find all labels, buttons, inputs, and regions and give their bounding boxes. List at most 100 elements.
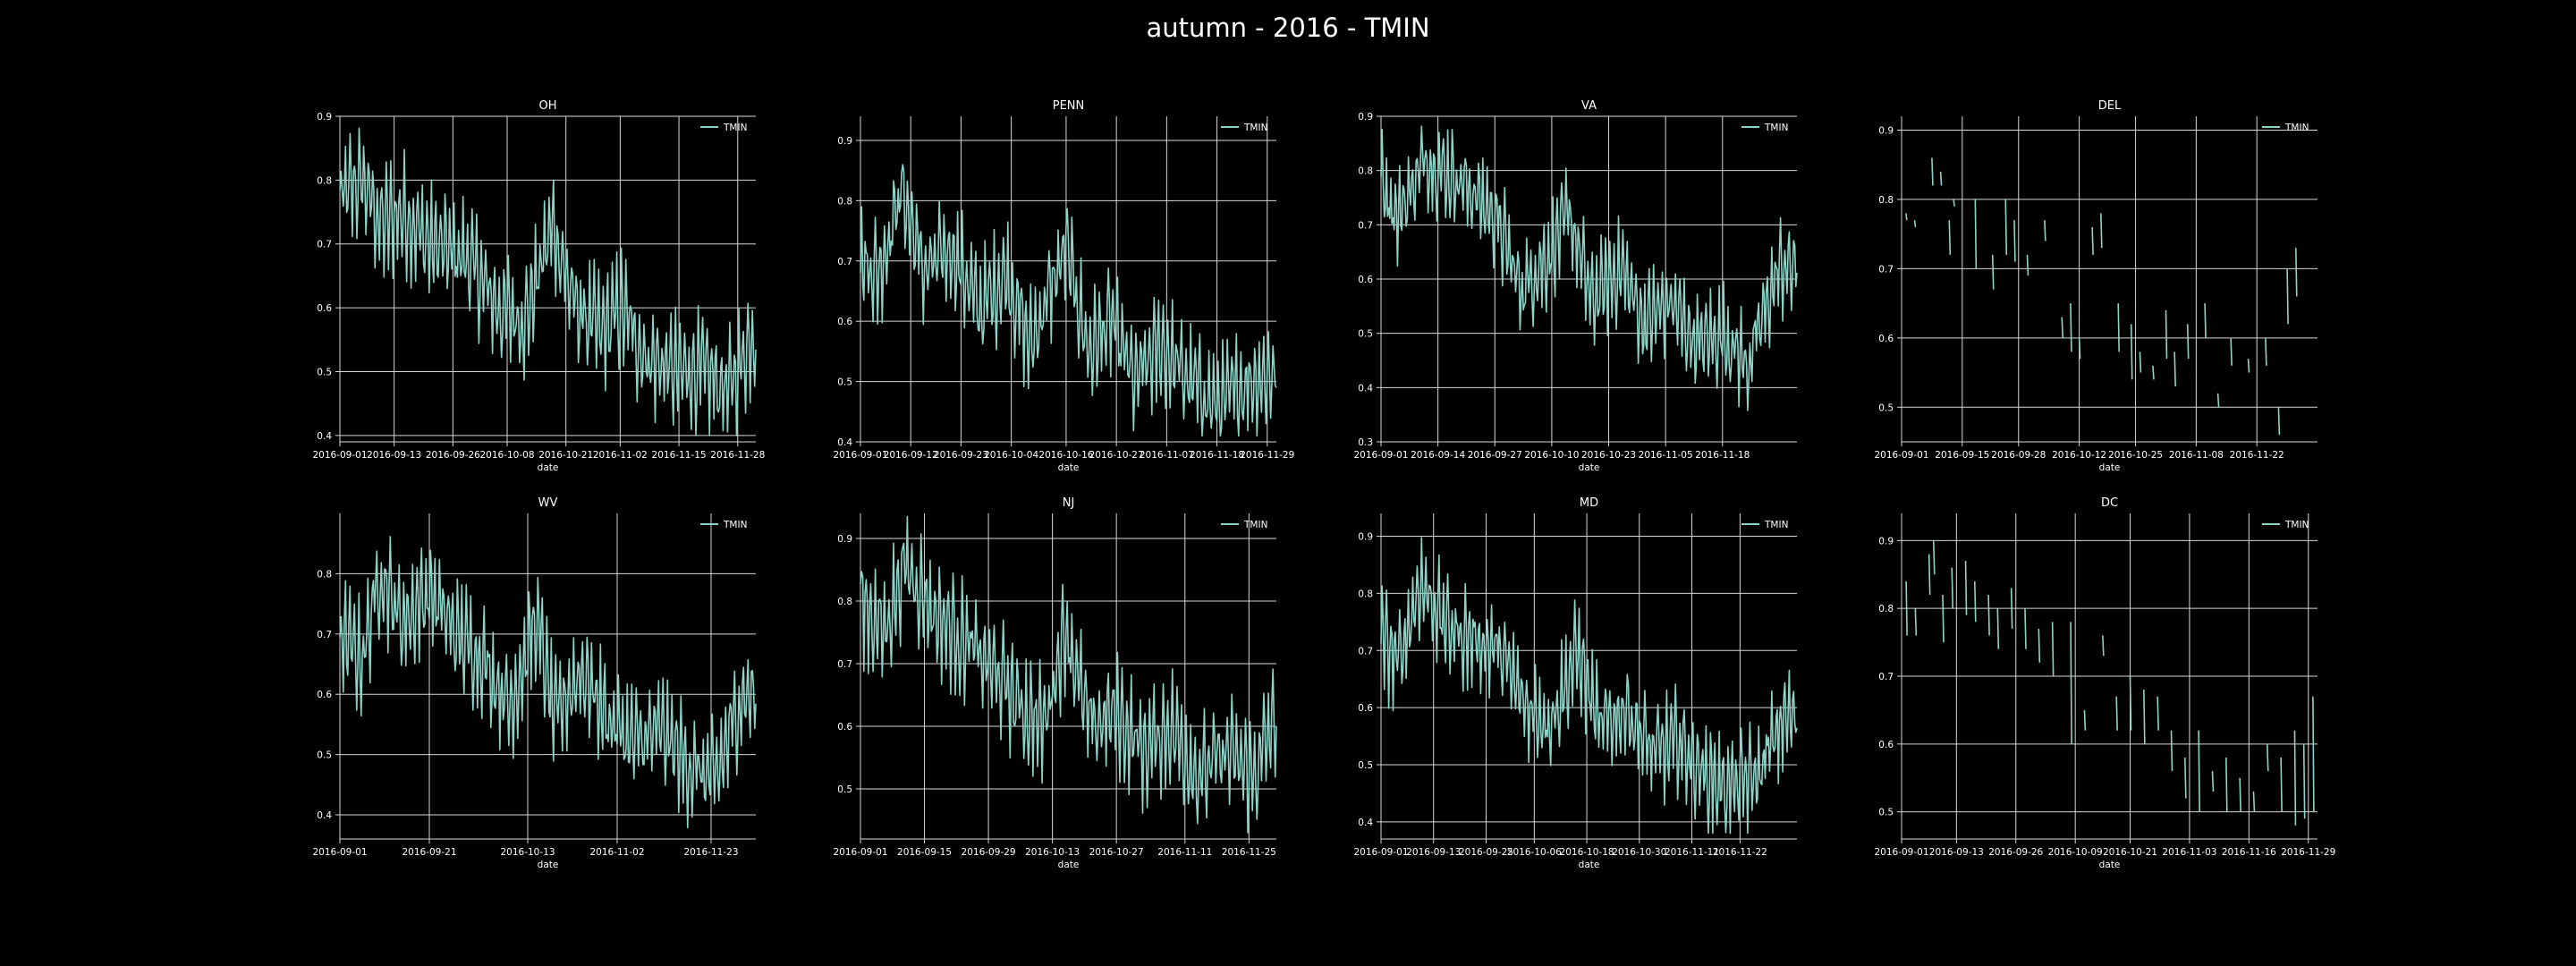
x-tick-label: 2016-09-28 bbox=[1991, 450, 2046, 461]
y-tick-label: 0.4 bbox=[1358, 818, 1373, 828]
series-segment bbox=[1951, 567, 1954, 609]
y-tick-label: 0.3 bbox=[1358, 437, 1373, 448]
series-segment bbox=[2225, 757, 2228, 812]
legend-label: TMIN bbox=[1764, 123, 1788, 133]
x-axis-label: date bbox=[538, 860, 559, 870]
y-tick-label: 0.7 bbox=[837, 257, 852, 267]
series-tmin bbox=[339, 536, 757, 829]
legend: TMIN bbox=[2262, 123, 2309, 133]
chart-title: DEL bbox=[2098, 99, 2122, 113]
series-segment bbox=[2277, 407, 2281, 436]
y-tick-label: 0.6 bbox=[1878, 740, 1894, 750]
series-line bbox=[860, 515, 1277, 834]
series-segment bbox=[2083, 709, 2087, 731]
x-tick-label: 2016-10-16 bbox=[1038, 450, 1093, 461]
y-tick-label: 0.7 bbox=[837, 659, 852, 670]
series-segment bbox=[2280, 757, 2283, 812]
x-axis-label: date bbox=[1579, 860, 1600, 870]
legend: TMIN bbox=[700, 520, 747, 530]
y-tick-label: 0.7 bbox=[317, 630, 332, 640]
y-tick-label: 0.6 bbox=[1358, 275, 1373, 285]
y-tick-label: 0.5 bbox=[317, 750, 332, 761]
x-tick-label: 2016-11-11 bbox=[1665, 847, 1719, 858]
x-tick-label: 2016-09-01 bbox=[1353, 450, 1408, 461]
legend: TMIN bbox=[700, 123, 747, 133]
x-tick-label: 2016-11-25 bbox=[1222, 847, 1276, 858]
x-tick-label: 2016-11-23 bbox=[683, 847, 738, 858]
series-tmin bbox=[1380, 537, 1798, 835]
y-tick-label: 0.4 bbox=[837, 437, 852, 448]
x-tick-label: 2016-10-21 bbox=[2103, 847, 2157, 858]
series-segment bbox=[2312, 696, 2315, 812]
chart-title: DC bbox=[2101, 496, 2118, 510]
x-tick-label: 2016-11-29 bbox=[1240, 450, 1294, 461]
x-tick-label: 2016-09-26 bbox=[1988, 847, 2043, 858]
series-segment bbox=[2070, 303, 2072, 352]
y-tick-label: 0.7 bbox=[1358, 646, 1373, 657]
series-segment bbox=[2038, 628, 2041, 663]
series-line bbox=[339, 536, 757, 829]
y-tick-label: 0.6 bbox=[317, 690, 332, 700]
series-segment bbox=[2239, 777, 2241, 812]
series-segment bbox=[2061, 317, 2064, 338]
series-segment bbox=[2302, 743, 2306, 819]
y-tick-label: 0.6 bbox=[837, 722, 852, 733]
series-tmin bbox=[1905, 157, 2298, 436]
legend: TMIN bbox=[2262, 520, 2309, 530]
x-tick-label: 2016-11-22 bbox=[1713, 847, 1767, 858]
x-tick-label: 2016-09-13 bbox=[1406, 847, 1461, 858]
x-tick-label: 2016-09-01 bbox=[312, 847, 367, 858]
series-segment bbox=[2247, 359, 2250, 373]
chart-penn: 2016-09-012016-09-122016-09-232016-10-04… bbox=[833, 99, 1294, 473]
legend-label: TMIN bbox=[1243, 520, 1267, 530]
y-tick-label: 0.5 bbox=[1878, 402, 1894, 413]
x-tick-label: 2016-09-01 bbox=[833, 450, 887, 461]
chart-del: 2016-09-01 2016-09-15 2016-09-28 2016-10-12… bbox=[1874, 99, 2318, 473]
series-segment bbox=[2117, 303, 2120, 352]
series-segment bbox=[1974, 199, 1978, 269]
y-tick-label: 0.9 bbox=[1878, 536, 1894, 547]
x-axis-label: date bbox=[2099, 860, 2121, 870]
x-axis-label: date bbox=[538, 462, 559, 473]
legend: TMIN bbox=[1741, 520, 1788, 530]
chart-title: VA bbox=[1581, 99, 1597, 113]
x-tick-label: 2016-09-13 bbox=[367, 450, 421, 461]
legend: TMIN bbox=[1741, 123, 1788, 133]
y-tick-label: 0.5 bbox=[1358, 329, 1373, 340]
x-tick-label: 2016-10-30 bbox=[1612, 847, 1666, 858]
series-segment bbox=[1953, 199, 1955, 207]
x-tick-label: 2016-09-15 bbox=[1935, 450, 1989, 461]
series-segment bbox=[2024, 608, 2027, 649]
x-tick-label: 2016-10-25 bbox=[2108, 450, 2163, 461]
x-tick-label: 2016-11-02 bbox=[589, 847, 644, 858]
legend: TMIN bbox=[1221, 123, 1267, 133]
y-tick-label: 0.4 bbox=[317, 810, 332, 821]
series-segment bbox=[2044, 220, 2046, 242]
x-tick-label: 2016-09-27 bbox=[1468, 450, 1522, 461]
series-segment bbox=[2170, 730, 2174, 772]
y-tick-label: 0.6 bbox=[837, 317, 852, 327]
x-tick-label: 2016-09-01 bbox=[312, 450, 367, 461]
x-tick-label: 2016-10-13 bbox=[500, 847, 555, 858]
chart-md: 2016-09-012016-09-132016-09-252016-10-06… bbox=[1353, 496, 1798, 870]
series-segment bbox=[1939, 171, 1943, 186]
y-tick-label: 0.8 bbox=[837, 597, 852, 607]
series-segment bbox=[2294, 248, 2298, 297]
x-tick-label: 2016-11-18 bbox=[1190, 450, 1244, 461]
y-tick-label: 0.8 bbox=[317, 175, 332, 186]
series-segment bbox=[2184, 757, 2187, 799]
series-line bbox=[860, 164, 1277, 437]
series-segment bbox=[2115, 696, 2118, 731]
series-segment bbox=[2186, 324, 2190, 360]
y-tick-label: 0.8 bbox=[1878, 195, 1894, 206]
x-tick-label: 2016-11-18 bbox=[1695, 450, 1750, 461]
y-tick-label: 0.5 bbox=[317, 367, 332, 377]
series-segment bbox=[2026, 254, 2029, 276]
x-tick-label: 2016-10-06 bbox=[1507, 847, 1562, 858]
series-segment bbox=[2152, 365, 2155, 380]
series-segment bbox=[2157, 696, 2159, 731]
chart-title: OH bbox=[538, 99, 556, 113]
y-tick-label: 0.9 bbox=[1878, 125, 1894, 136]
series-segment bbox=[2129, 675, 2132, 731]
series-segment bbox=[2230, 337, 2233, 366]
